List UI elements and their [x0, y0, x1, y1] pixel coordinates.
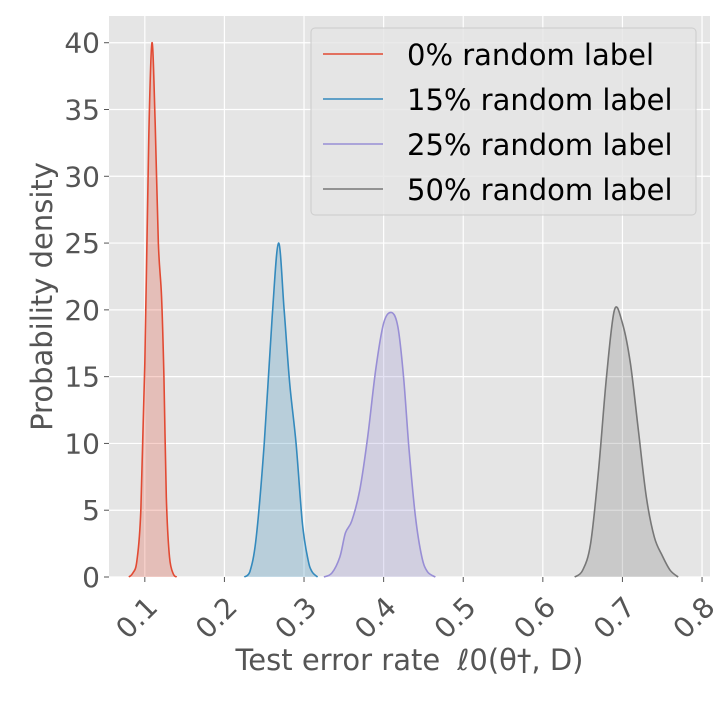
- y-tick-label: 10: [64, 427, 100, 460]
- y-tick-label: 0: [82, 561, 100, 594]
- x-tick-label: 0.8: [667, 591, 720, 646]
- legend-label: 15% random label: [407, 83, 673, 117]
- x-axis-label-text: Test error rate: [235, 643, 441, 677]
- x-tick-label: 0.5: [428, 591, 483, 646]
- legend: 0% random label 15% random label 25% rando…: [310, 27, 697, 216]
- series-line: [243, 242, 319, 578]
- y-tick-label: 25: [64, 227, 100, 260]
- x-tick-label: 0.3: [269, 591, 324, 646]
- legend-box: [310, 27, 697, 216]
- y-tick-label: 35: [64, 94, 100, 127]
- x-tick-label: 0.6: [507, 591, 562, 646]
- y-tick-label: 15: [64, 361, 100, 394]
- y-axis-label: Probability density: [25, 162, 59, 431]
- y-tick-label: 5: [82, 494, 100, 527]
- series-area: [323, 312, 436, 577]
- y-tick-label: 20: [64, 294, 100, 327]
- legend-label: 0% random label: [407, 38, 654, 72]
- legend-label: 50% random label: [407, 173, 673, 207]
- series-3: [574, 306, 679, 578]
- x-tick-label: 0.2: [189, 591, 244, 646]
- x-tick-label: 0.7: [587, 591, 642, 646]
- series-line: [574, 306, 679, 578]
- legend-label: 25% random label: [407, 128, 673, 162]
- x-tick-label: 0.1: [109, 591, 164, 646]
- series-1: [243, 242, 319, 578]
- series-line: [128, 41, 178, 578]
- y-tick-label: 40: [64, 27, 100, 60]
- x-axis-label-math: ℓ0(θ†, D): [456, 643, 583, 677]
- series-2: [323, 311, 436, 578]
- series-0: [128, 41, 178, 578]
- x-tick-label: 0.4: [348, 591, 403, 646]
- y-tick-label: 30: [64, 160, 100, 193]
- series-layer: [128, 41, 679, 578]
- x-axis-label: Test error rate ℓ0(θ†, D): [235, 643, 584, 677]
- series-line: [323, 311, 436, 578]
- series-area: [574, 306, 679, 577]
